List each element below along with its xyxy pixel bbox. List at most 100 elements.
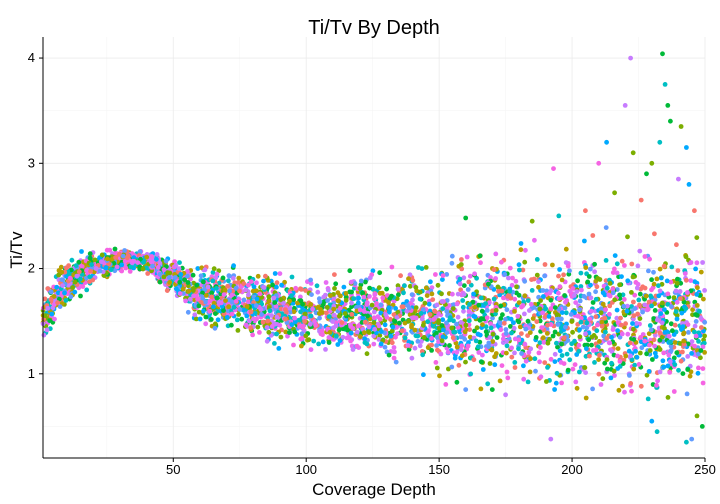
scatter-point: [260, 319, 266, 325]
scatter-point: [333, 281, 339, 287]
scatter-point: [367, 294, 372, 299]
scatter-point: [491, 296, 497, 302]
scatter-point: [509, 354, 515, 360]
scatter-point: [518, 241, 524, 246]
scatter-point: [689, 339, 695, 344]
scatter-point: [472, 304, 478, 310]
scatter-point: [466, 279, 472, 285]
scatter-point: [433, 360, 439, 365]
scatter-point: [458, 347, 464, 353]
scatter-point: [658, 275, 664, 281]
scatter-point: [573, 379, 579, 385]
outlier-point: [660, 51, 665, 57]
scatter-point: [646, 331, 652, 337]
scatter-point: [661, 263, 667, 269]
outlier-point: [551, 166, 556, 172]
scatter-point: [325, 298, 330, 303]
scatter-point: [555, 316, 560, 322]
outlier-point: [529, 218, 535, 224]
outlier-point: [678, 124, 684, 129]
scatter-point: [576, 348, 582, 354]
scatter-point: [548, 356, 554, 362]
scatter-point: [157, 271, 163, 277]
scatter-point: [79, 264, 85, 269]
scatter-point: [505, 293, 511, 299]
scatter-point: [347, 268, 353, 274]
scatter-point: [308, 277, 313, 283]
scatter-point: [429, 348, 434, 353]
scatter-point: [675, 268, 681, 273]
scatter-point: [444, 298, 450, 303]
scatter-point: [266, 329, 272, 335]
scatter-point: [695, 285, 700, 291]
scatter-point: [332, 272, 337, 277]
scatter-point: [536, 350, 542, 356]
scatter-point: [254, 288, 259, 294]
scatter-point: [378, 329, 384, 334]
scatter-point: [523, 358, 529, 364]
scatter-point: [259, 312, 264, 317]
scatter-point: [561, 272, 566, 278]
scatter-point: [696, 339, 701, 344]
scatter-point: [550, 262, 555, 268]
scatter-point: [637, 248, 643, 254]
scatter-point: [593, 289, 598, 295]
scatter-point: [676, 367, 681, 373]
outlier-point: [583, 208, 588, 214]
scatter-point: [514, 290, 519, 296]
scatter-point: [303, 333, 309, 339]
scatter-point: [281, 300, 286, 306]
scatter-point: [278, 297, 284, 302]
scatter-point: [434, 334, 440, 340]
scatter-point: [662, 326, 667, 331]
scatter-point: [358, 278, 364, 284]
scatter-point: [582, 365, 587, 370]
scatter-point: [556, 273, 561, 279]
scatter-point: [542, 273, 547, 279]
scatter-point: [235, 328, 241, 333]
scatter-point: [662, 330, 668, 335]
scatter-point: [559, 380, 564, 386]
scatter-point: [207, 308, 213, 314]
scatter-point: [203, 321, 209, 327]
scatter-point: [311, 338, 317, 344]
scatter-point: [586, 337, 592, 343]
scatter-point: [125, 255, 130, 261]
scatter-point: [539, 325, 545, 330]
scatter-point: [662, 307, 667, 312]
scatter-point: [207, 298, 213, 304]
scatter-point: [495, 284, 501, 290]
scatter-point: [289, 274, 295, 280]
scatter-point: [428, 279, 433, 285]
scatter-point: [466, 340, 471, 345]
scatter-point: [498, 303, 504, 309]
scatter-point: [401, 290, 406, 296]
scatter-point: [337, 305, 343, 311]
scatter-point: [602, 315, 608, 321]
scatter-point: [392, 349, 397, 355]
scatter-point: [540, 335, 546, 341]
scatter-point: [422, 300, 428, 306]
scatter-point: [544, 331, 550, 336]
scatter-point: [480, 367, 486, 372]
scatter-point: [200, 308, 206, 314]
scatter-point: [692, 279, 698, 284]
scatter-point: [631, 313, 637, 319]
scatter-point: [112, 268, 118, 274]
scatter-point: [361, 294, 367, 300]
scatter-point: [665, 301, 671, 307]
scatter-point: [640, 309, 645, 315]
scatter-point: [357, 307, 363, 313]
scatter-point: [402, 320, 408, 326]
scatter-point: [255, 273, 261, 279]
scatter-point: [484, 315, 490, 321]
scatter-point: [686, 330, 691, 335]
scatter-point: [685, 354, 691, 359]
scatter-point: [697, 308, 702, 314]
scatter-point: [537, 340, 543, 345]
scatter-point: [574, 289, 580, 294]
scatter-point: [512, 336, 518, 342]
scatter-point: [647, 256, 652, 262]
scatter-point: [537, 306, 543, 312]
scatter-point: [523, 326, 529, 332]
